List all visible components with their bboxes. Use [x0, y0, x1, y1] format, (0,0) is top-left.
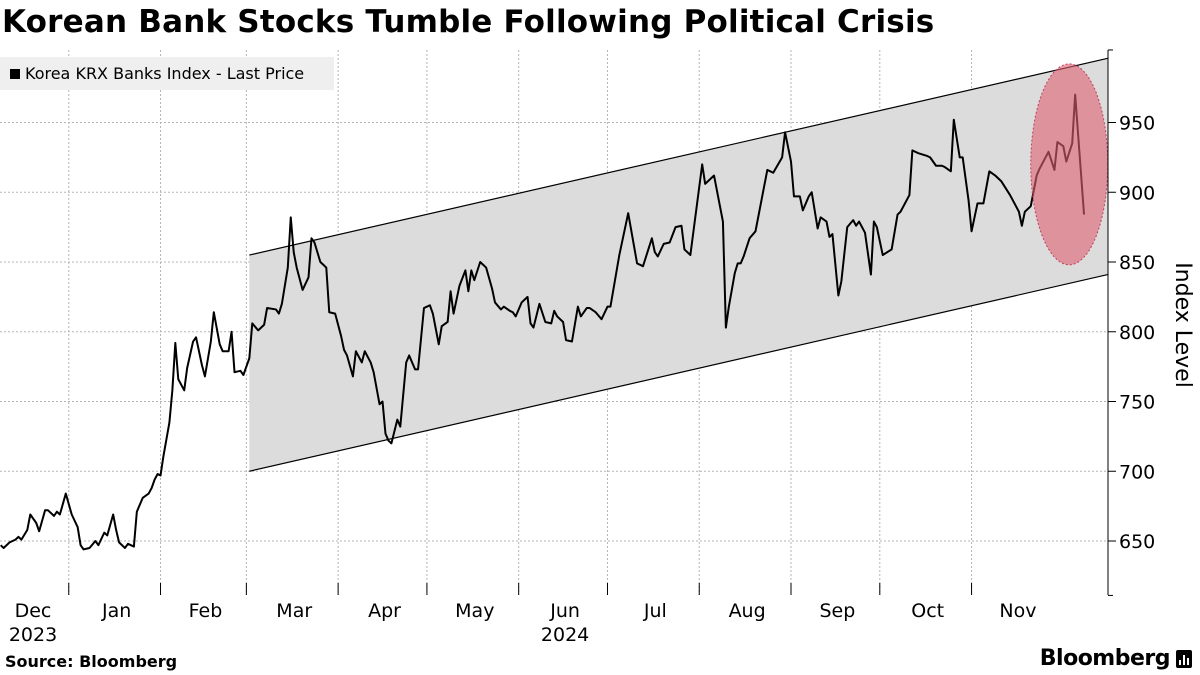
x-tick-label: Oct: [911, 600, 944, 622]
x-tick-label: Mar: [276, 600, 312, 622]
x-tick-label: Jun: [549, 600, 580, 622]
highlight-ellipse: [1030, 63, 1109, 266]
chart-title: Korean Bank Stocks Tumble Following Poli…: [2, 4, 935, 40]
channel-upper-line: [249, 57, 1108, 256]
y-axis: 650 700 750 800 850 900 950: [1108, 49, 1155, 596]
y-tick-label: 900: [1119, 182, 1155, 204]
legend: Korea KRX Banks Index - Last Price: [0, 57, 334, 90]
x-tick-label: Dec: [15, 600, 52, 622]
x-year-label: 2023: [9, 624, 57, 646]
x-tick-label: Jul: [643, 600, 667, 622]
x-year-label: 2024: [541, 624, 589, 646]
x-tick-label: Jan: [101, 600, 131, 622]
bloomberg-logo: Bloomberg: [1040, 646, 1192, 671]
y-tick-label: 800: [1119, 322, 1155, 344]
bloomberg-chart-icon: [1176, 649, 1192, 668]
x-tick-label: Nov: [999, 600, 1036, 622]
y-axis-label: Index Level: [1170, 262, 1195, 388]
x-tick-label: Feb: [189, 600, 223, 622]
x-tick-label: Aug: [729, 600, 766, 622]
trend-channel: [249, 58, 1108, 472]
x-tick-label: Apr: [368, 600, 401, 622]
series-line: [0, 93, 1086, 551]
y-tick-label: 700: [1119, 461, 1155, 483]
y-tick-label: 650: [1119, 531, 1155, 553]
y-tick-label: 750: [1119, 392, 1155, 414]
y-tick-label: 850: [1119, 252, 1155, 274]
legend-swatch: [10, 68, 20, 79]
legend-label: Korea KRX Banks Index - Last Price: [25, 64, 305, 83]
source-note: Source: Bloomberg: [5, 652, 178, 671]
x-tick-label: Sep: [819, 600, 855, 622]
brand-name: Bloomberg: [1039, 646, 1171, 671]
x-tick-label: May: [455, 600, 494, 622]
y-tick-label: 950: [1119, 113, 1155, 135]
